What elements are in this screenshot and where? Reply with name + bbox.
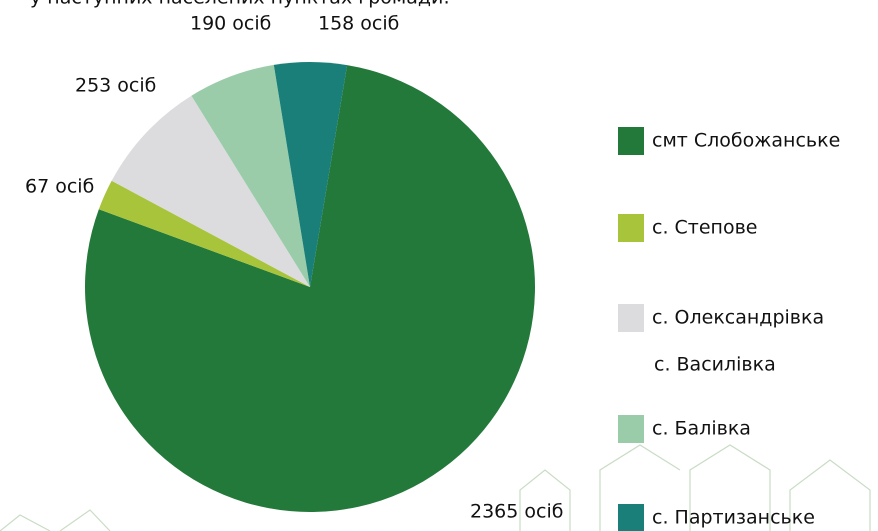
legend-label: с. Балівка <box>652 418 751 440</box>
pie-slice <box>191 64 310 287</box>
legend-swatch <box>618 304 644 332</box>
pie-slice <box>273 61 348 287</box>
legend-swatch <box>618 504 644 531</box>
data-label: 2365 осіб <box>470 501 563 523</box>
data-label: 67 осіб <box>25 176 94 198</box>
pie-slice <box>98 180 310 287</box>
legend-swatch <box>618 214 644 242</box>
legend-label: с. Василівка <box>654 354 776 376</box>
data-label: 190 осіб <box>190 13 271 35</box>
legend-swatch <box>618 415 644 443</box>
pie-slice <box>111 95 310 287</box>
legend-label: с. Олександрівка <box>652 307 824 329</box>
pie-slice <box>84 65 535 512</box>
legend-label: с. Степове <box>652 217 757 239</box>
chart-title: у наступних населених пунктах громади: <box>30 0 450 9</box>
legend-label: с. Партизанське <box>652 507 815 529</box>
data-label: 158 осіб <box>318 13 399 35</box>
legend-label: смт Слобожанське <box>652 130 840 152</box>
decor <box>0 444 871 531</box>
legend-swatch <box>618 127 644 155</box>
data-label: 253 осіб <box>75 75 156 97</box>
